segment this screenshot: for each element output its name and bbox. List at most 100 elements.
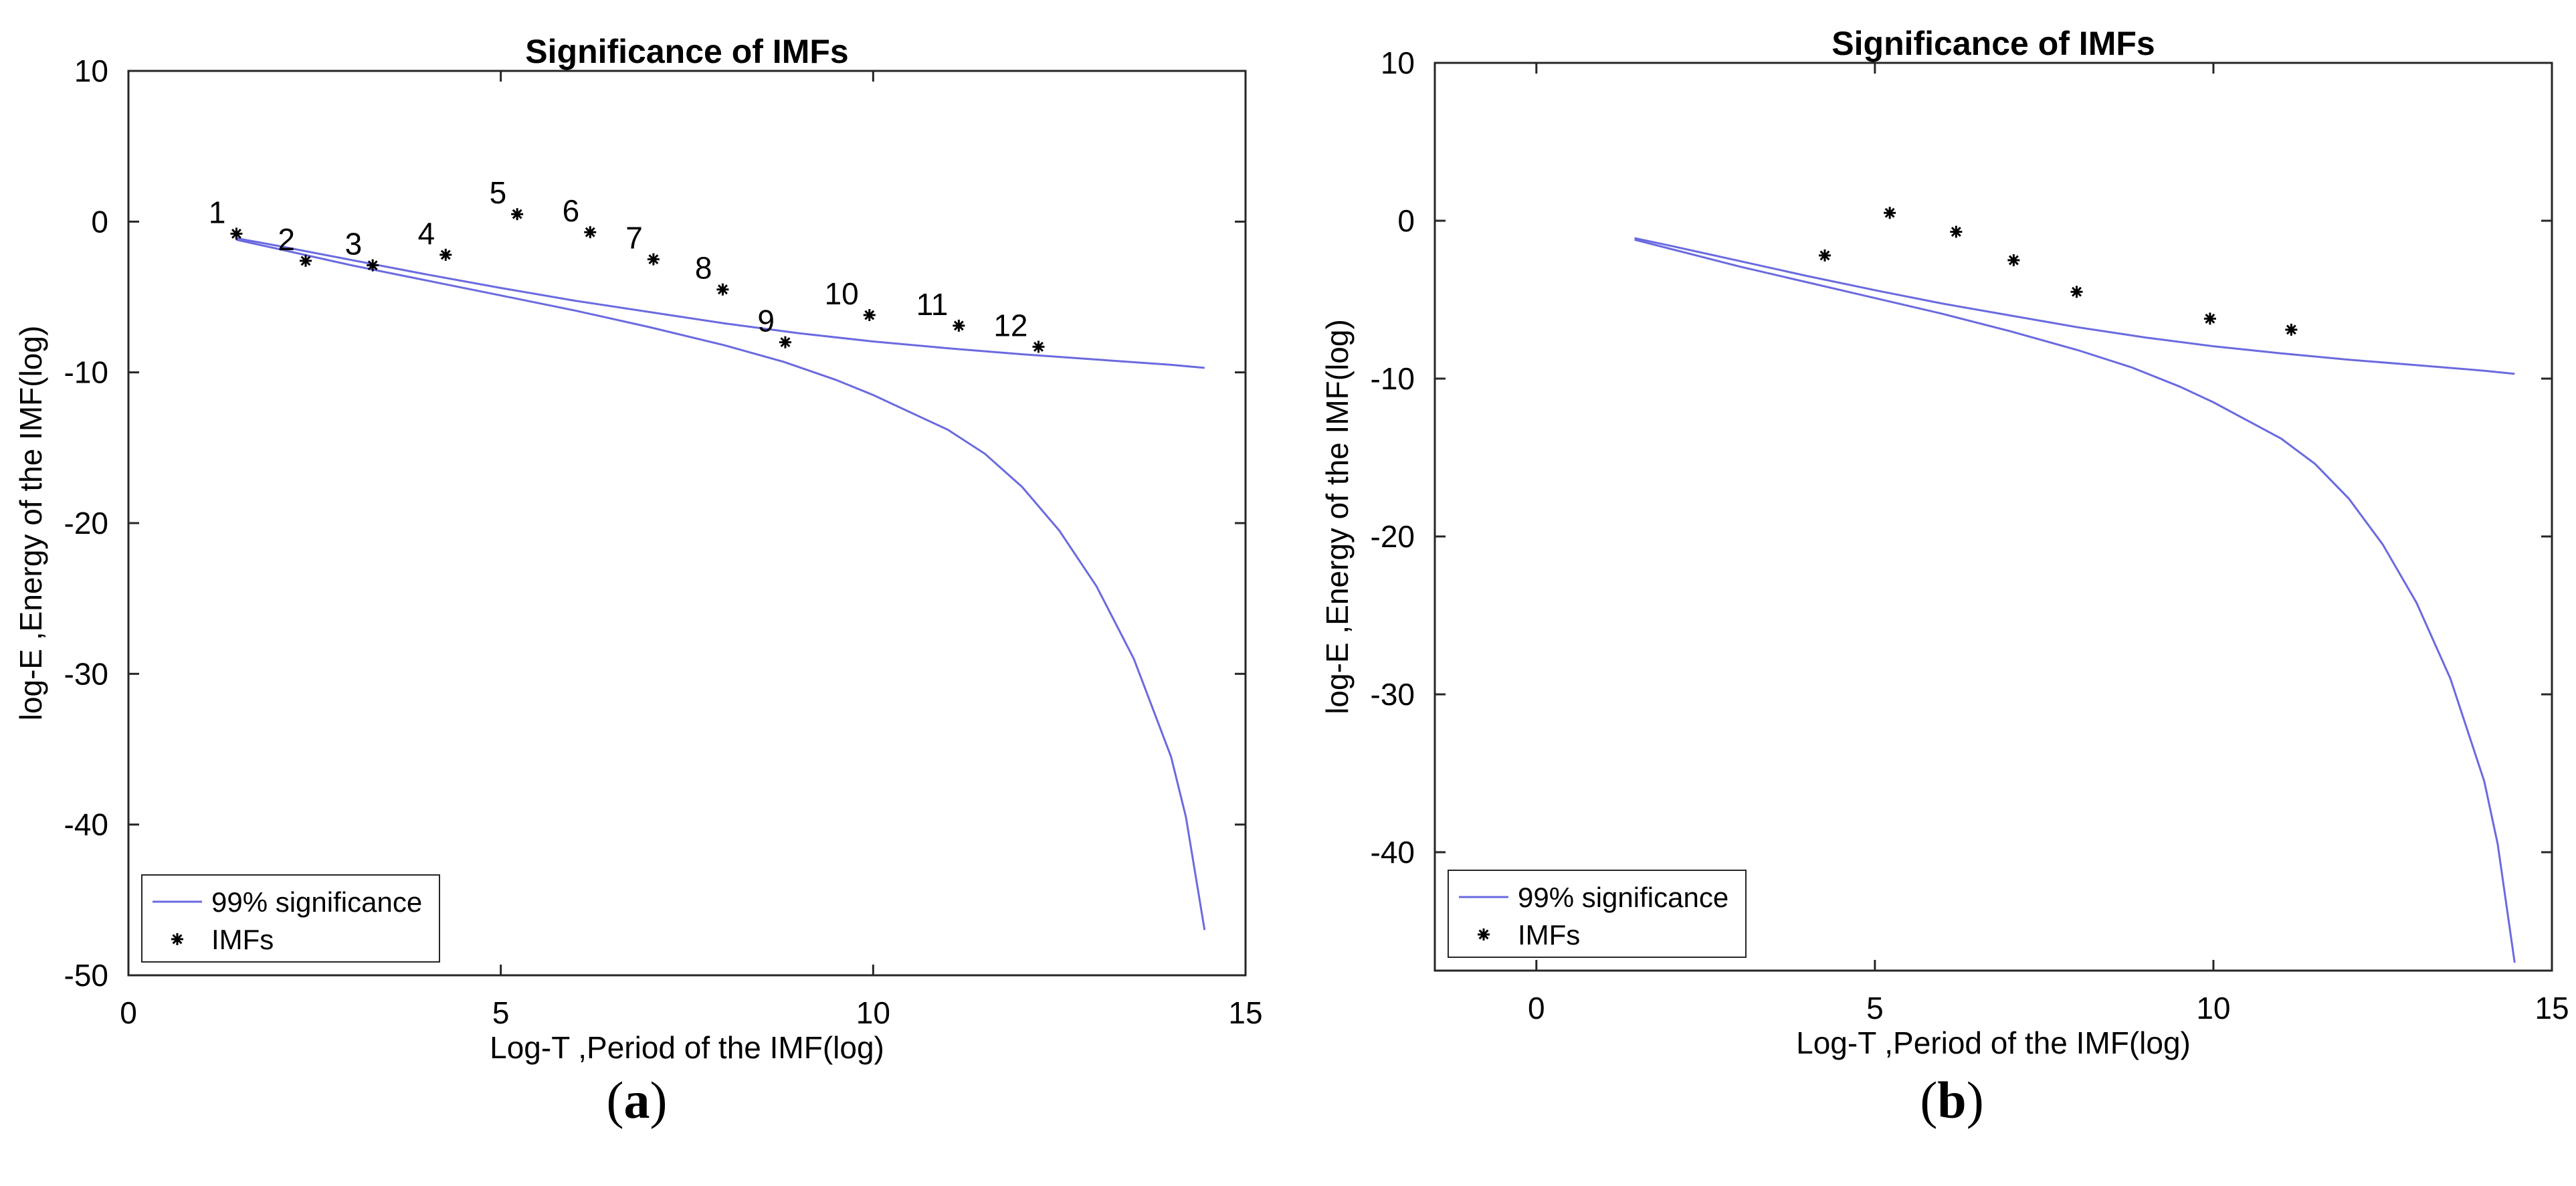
y-tick-label: -40	[64, 807, 108, 842]
legend-entry-imfs: IMFs	[1518, 919, 1580, 951]
imf-point-glyph	[953, 319, 965, 332]
imf-point	[647, 253, 660, 266]
imf-point	[953, 319, 965, 332]
imf-point-glyph	[299, 254, 312, 267]
imf-point-glyph	[1032, 340, 1045, 353]
significance-line	[236, 238, 1206, 930]
imf-point-glyph	[584, 226, 597, 239]
plot-area-frame	[127, 70, 1247, 977]
chart-panel-b: 0 5 10 15 10 0 -10 -20 -30 -40 Significance of IMF…	[1320, 25, 2569, 1060]
imf-point	[2285, 323, 2298, 336]
imf-point-glyph	[1884, 207, 1896, 219]
panel-caption-b: (b)	[1885, 1070, 2019, 1130]
imf-point-glyph	[1818, 249, 1831, 262]
legend-entry-significance: 99% significance	[1518, 882, 1728, 913]
imf-point-label: 9	[757, 304, 775, 338]
imf-point-glyph	[716, 283, 729, 296]
imf-point-glyph	[2285, 323, 2298, 336]
imf-point-glyph	[1950, 225, 1963, 238]
imf-point-glyph	[2070, 286, 2083, 298]
x-tick-label: 0	[120, 995, 137, 1030]
y-tick-label: 10	[1381, 45, 1415, 80]
imf-point-label: 8	[695, 251, 712, 286]
y-tick-label: -50	[64, 958, 108, 993]
x-axis-label: Log-T ,Period of the IMF(log)	[490, 1030, 884, 1065]
y-axis-label: log-E ,Energy of the IMF(log)	[13, 326, 48, 721]
imf-point	[1818, 249, 1831, 262]
y-axis-label: log-E ,Energy of the IMF(log)	[1320, 319, 1355, 714]
imf-point-glyph	[779, 336, 791, 349]
x-tick-label: 10	[856, 995, 890, 1030]
imf-point-label: 5	[490, 175, 507, 210]
x-tick-label: 10	[2196, 991, 2230, 1025]
legend-marker-swatch-glyph	[1478, 928, 1490, 941]
imf-point	[511, 208, 524, 221]
imf-point	[1884, 207, 1896, 219]
y-tick-label: 0	[1397, 203, 1415, 238]
imf-point	[230, 227, 243, 240]
caption-letter: b	[1937, 1071, 1967, 1129]
y-tick-label: -30	[1371, 677, 1415, 712]
imf-point	[716, 283, 729, 296]
imf-point-label: 7	[625, 221, 643, 256]
imf-point	[584, 226, 597, 239]
y-tick-label: -20	[64, 506, 108, 540]
y-tick-label: -40	[1371, 835, 1415, 870]
x-tick-label: 0	[1528, 991, 1545, 1025]
y-tick-label: -10	[1371, 361, 1415, 396]
imf-point-glyph	[511, 208, 524, 221]
x-tick-label: 15	[1228, 995, 1262, 1030]
imf-point	[863, 309, 876, 322]
imf-point-label: 10	[825, 276, 859, 311]
imf-point-label: 6	[563, 193, 580, 228]
significance-line	[1634, 237, 2515, 375]
x-tick-label: 5	[1866, 991, 1884, 1025]
imf-point-label: 3	[345, 227, 363, 262]
significance-line	[236, 237, 1205, 369]
y-tick-label: -20	[1371, 519, 1415, 554]
legend-box	[141, 874, 440, 963]
y-tick-label: -30	[64, 656, 108, 691]
caption-open-paren: (	[1920, 1071, 1938, 1129]
legend-marker-swatch	[1478, 928, 1490, 941]
x-tick-label: 15	[2535, 991, 2569, 1025]
imf-point	[2070, 286, 2083, 298]
imf-point-label: 2	[278, 222, 295, 257]
legend-entry-significance: 99% significance	[211, 886, 422, 918]
legend-entry-imfs: IMFs	[211, 924, 274, 955]
imf-point	[1950, 225, 1963, 238]
imf-point-glyph	[367, 259, 379, 272]
y-tick-label: -10	[64, 355, 108, 390]
legend: 99% significance IMFs	[1448, 870, 1747, 958]
imf-point-glyph	[439, 248, 452, 261]
x-axis-label: Log-T ,Period of the IMF(log)	[1796, 1025, 2191, 1060]
imf-point	[779, 336, 791, 349]
chart-title: Significance of IMFs	[525, 33, 848, 70]
significance-line	[1634, 238, 2516, 963]
imf-point	[2203, 312, 2216, 325]
plot-area-frame	[1433, 62, 2553, 972]
imf-point-glyph	[230, 227, 243, 240]
caption-close-paren: )	[650, 1071, 668, 1129]
caption-close-paren: )	[1966, 1071, 1984, 1129]
imf-point-glyph	[2007, 254, 2020, 266]
imf-point-glyph	[647, 253, 660, 266]
imf-point-glyph	[2203, 312, 2216, 325]
imf-point-label: 4	[418, 216, 435, 251]
y-tick-label: 0	[91, 204, 108, 239]
legend-marker-swatch-glyph	[171, 933, 183, 945]
x-tick-label: 5	[492, 995, 510, 1030]
caption-letter: a	[623, 1071, 650, 1129]
imf-point	[439, 248, 452, 261]
y-tick-label: 10	[74, 54, 108, 88]
imf-point	[1032, 340, 1045, 353]
imf-point	[299, 254, 312, 267]
imf-point-label: 1	[209, 195, 226, 229]
caption-open-paren: (	[606, 1071, 624, 1129]
chart-title: Significance of IMFs	[1831, 25, 2155, 62]
imf-point-label: 12	[993, 308, 1027, 342]
imf-point	[2007, 254, 2020, 266]
legend: 99% significance IMFs	[141, 874, 440, 963]
